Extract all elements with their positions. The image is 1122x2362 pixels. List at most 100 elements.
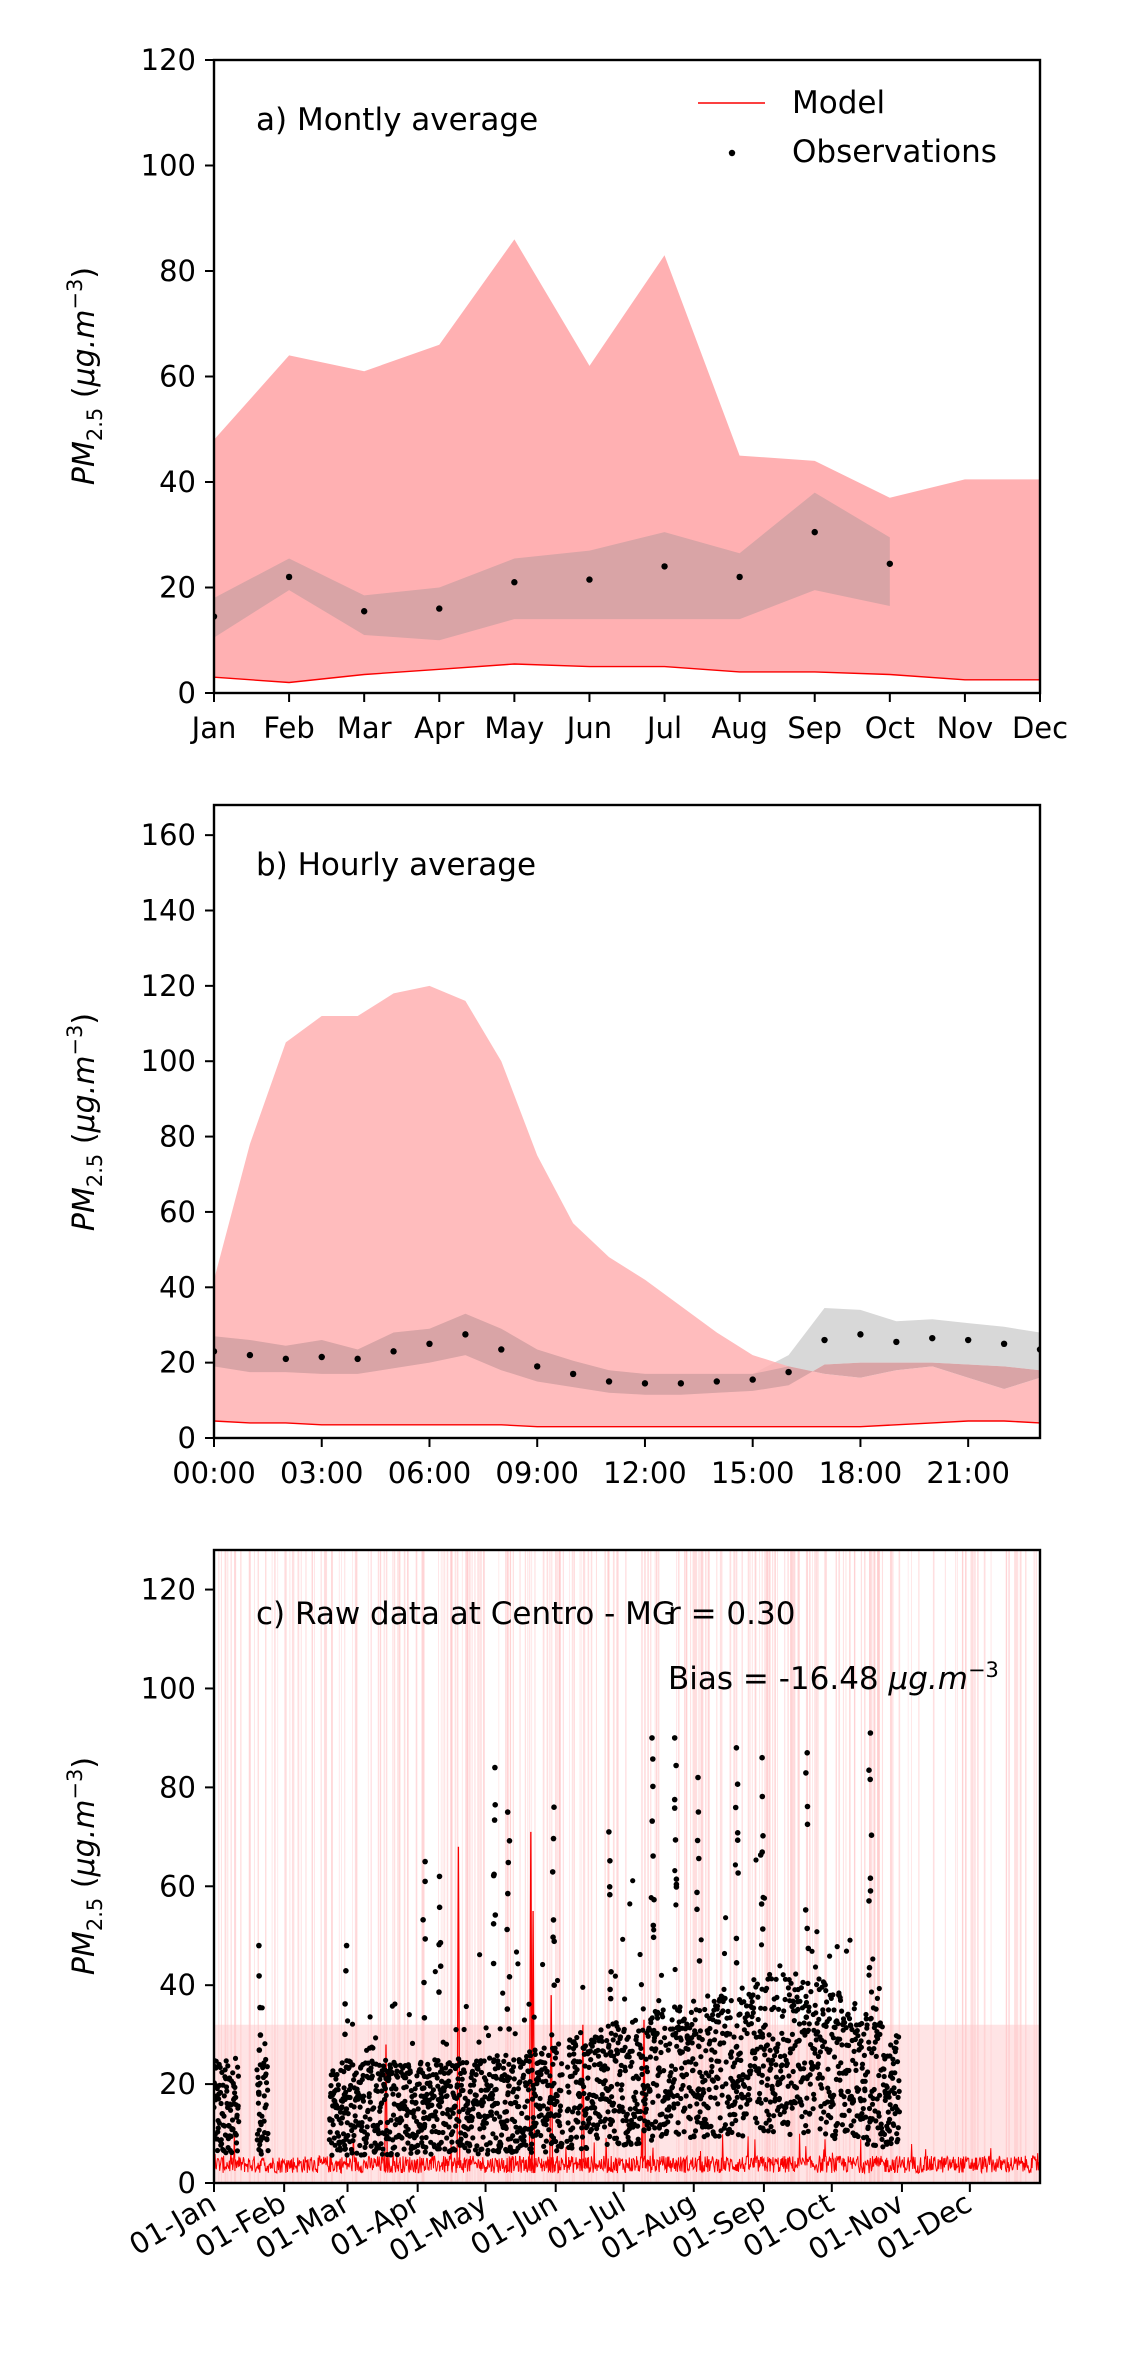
observation-point: [330, 2122, 336, 2128]
observation-point: [727, 2031, 733, 2037]
observation-point: [531, 2086, 537, 2092]
observation-point: [392, 2144, 398, 2150]
observation-point: [529, 2067, 535, 2073]
observation-point: [678, 2095, 684, 2102]
observation-point: [403, 2084, 409, 2090]
observation-point: [521, 2072, 527, 2078]
observation-peak: [550, 1835, 557, 1842]
observation-peak: [804, 1925, 810, 1932]
observation-point: [613, 2032, 619, 2038]
observation-point: [389, 2070, 395, 2076]
observation-point: [705, 2030, 711, 2036]
observation-point: [469, 2068, 476, 2074]
observation-point: [449, 2139, 455, 2145]
observation-point: [745, 2075, 751, 2081]
observation-point: [521, 2017, 528, 2023]
observation-point: [707, 2025, 713, 2032]
observation-point: [747, 2063, 753, 2069]
observation-point: [493, 2135, 499, 2141]
observation-point: [584, 2106, 590, 2112]
observation-point: [716, 2058, 722, 2064]
observation-point: [823, 1988, 829, 1994]
observation-point: [799, 2102, 805, 2108]
observation-point: [798, 1985, 805, 1991]
observation-peak: [802, 1907, 809, 1913]
observation-point: [361, 2093, 367, 2099]
hourly-plot-area: [214, 985, 1040, 1428]
observation-point: [679, 2065, 685, 2071]
observation-point: [873, 2006, 879, 2012]
observation-point: [526, 2058, 532, 2064]
observation-point: [332, 2142, 338, 2148]
observation-point: [369, 2073, 375, 2079]
observation-peak: [422, 1936, 429, 1942]
observation-point: [552, 2055, 559, 2061]
hourly|1-y-tick-label: 40: [159, 1270, 196, 1304]
observation-point: [705, 2105, 711, 2111]
observation-point: [218, 2137, 224, 2143]
observation-point: [579, 2125, 585, 2131]
observation-point: [636, 2140, 642, 2146]
observation-peak: [257, 2004, 263, 2011]
observation-point: [893, 1338, 900, 1346]
observation-point: [619, 2104, 625, 2110]
observation-point: [706, 2086, 712, 2093]
observation-point: [670, 2026, 676, 2032]
observation-point: [758, 2100, 764, 2106]
observation-point: [758, 2005, 764, 2011]
observation-point: [512, 2031, 518, 2037]
hourly|1-y-tick-label: 120: [141, 969, 196, 1003]
observation-point: [478, 2087, 484, 2093]
observation-point: [515, 2086, 522, 2092]
observation-point: [871, 2046, 877, 2052]
observation-point: [483, 2120, 489, 2126]
observation-point: [339, 2104, 345, 2110]
observation-point: [383, 2057, 389, 2063]
observation-point: [858, 2044, 865, 2050]
observation-point: [763, 2097, 769, 2103]
observation-point: [217, 2089, 224, 2096]
observation-point: [223, 2058, 229, 2064]
observation-peak: [342, 2031, 348, 2038]
observation-point: [477, 1952, 483, 1958]
observation-point: [629, 2048, 635, 2054]
observation-point: [665, 2119, 671, 2125]
observation-point: [628, 2141, 634, 2147]
observation-point: [773, 2062, 779, 2068]
observation-point: [863, 2016, 869, 2022]
observation-point: [681, 2129, 687, 2135]
observation-point: [351, 2132, 357, 2139]
observation-peak: [650, 1922, 657, 1929]
observation-point: [846, 2042, 852, 2049]
observation-point: [470, 2106, 476, 2112]
observation-point: [771, 2113, 777, 2119]
observation-point: [679, 2049, 686, 2055]
observation-point: [580, 2120, 586, 2126]
observation-point: [573, 2134, 580, 2140]
observation-point: [235, 2073, 241, 2079]
observation-point: [676, 2008, 683, 2014]
observation-point: [751, 2005, 757, 2011]
observation-point: [566, 2044, 572, 2050]
monthly-panel-annotation: a) Montly average: [256, 102, 538, 138]
hourly-x-tick-label: 18:00: [819, 1456, 903, 1490]
observation-point: [502, 2099, 508, 2105]
observation-point: [638, 1982, 645, 1988]
observation-point: [708, 2094, 714, 2100]
observation-point: [477, 2126, 483, 2132]
observation-point: [777, 1963, 783, 1969]
observation-point: [887, 2116, 893, 2122]
observation-point: [868, 1989, 875, 1995]
observation-point: [455, 2076, 461, 2082]
observation-point: [485, 2147, 491, 2153]
observation-peak: [804, 1750, 810, 1756]
observation-point: [565, 2083, 571, 2089]
observation-point: [738, 2057, 744, 2063]
monthly-average-chart: 0 20 40 60 80 100 120 Jan Feb Mar Apr May Jun Jul Aug…: [63, 43, 1068, 745]
observation-point: [341, 2085, 347, 2091]
observation-point: [837, 2077, 843, 2083]
observation-point: [612, 1973, 619, 1979]
observation-point: [394, 2068, 400, 2074]
raw|2-y-tick-label: 100: [141, 1671, 196, 1705]
